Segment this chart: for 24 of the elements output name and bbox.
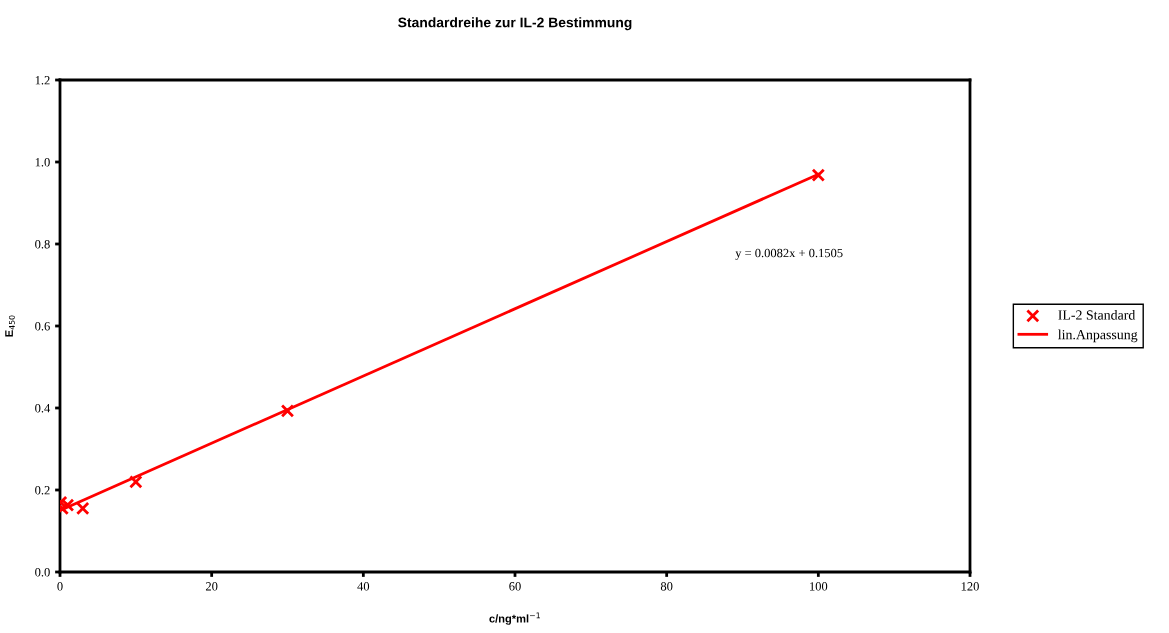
- point: [75, 501, 90, 516]
- y-tick-label: 0.6: [35, 322, 50, 331]
- y-tick-label: 1.2: [35, 76, 50, 85]
- y-tick-label: 0.2: [35, 486, 50, 495]
- y-tick-label: 0.0: [35, 568, 50, 577]
- x-tick-label: 0: [57, 582, 63, 591]
- x-tick-label: 40: [357, 582, 370, 591]
- x-tick-label: 60: [509, 582, 521, 591]
- annotation: y = 0.0082x + 0.1505: [735, 248, 843, 260]
- x-tick-label: 20: [205, 582, 218, 591]
- x-tick-label: 120: [961, 582, 979, 591]
- x-axis-title: c/ng*ml$^{−1}$: [489, 612, 540, 625]
- legend-label: IL-2 Standard: [1058, 309, 1136, 320]
- point: [811, 168, 826, 182]
- point: [129, 475, 143, 489]
- x-tick-label: 100: [810, 582, 828, 591]
- chart-title: Standardreihe zur IL-2 Bestimmung: [398, 17, 632, 31]
- y-tick-label: 0.4: [35, 404, 51, 413]
- x-tick-label: 80: [660, 582, 673, 591]
- y-tick-label: 0.8: [35, 240, 50, 249]
- point: [280, 404, 295, 418]
- legend-label: lin.Anpassung: [1058, 329, 1138, 343]
- y-tick-label: 1.0: [35, 158, 50, 167]
- y-axis-title: E$_{450}$: [5, 315, 15, 337]
